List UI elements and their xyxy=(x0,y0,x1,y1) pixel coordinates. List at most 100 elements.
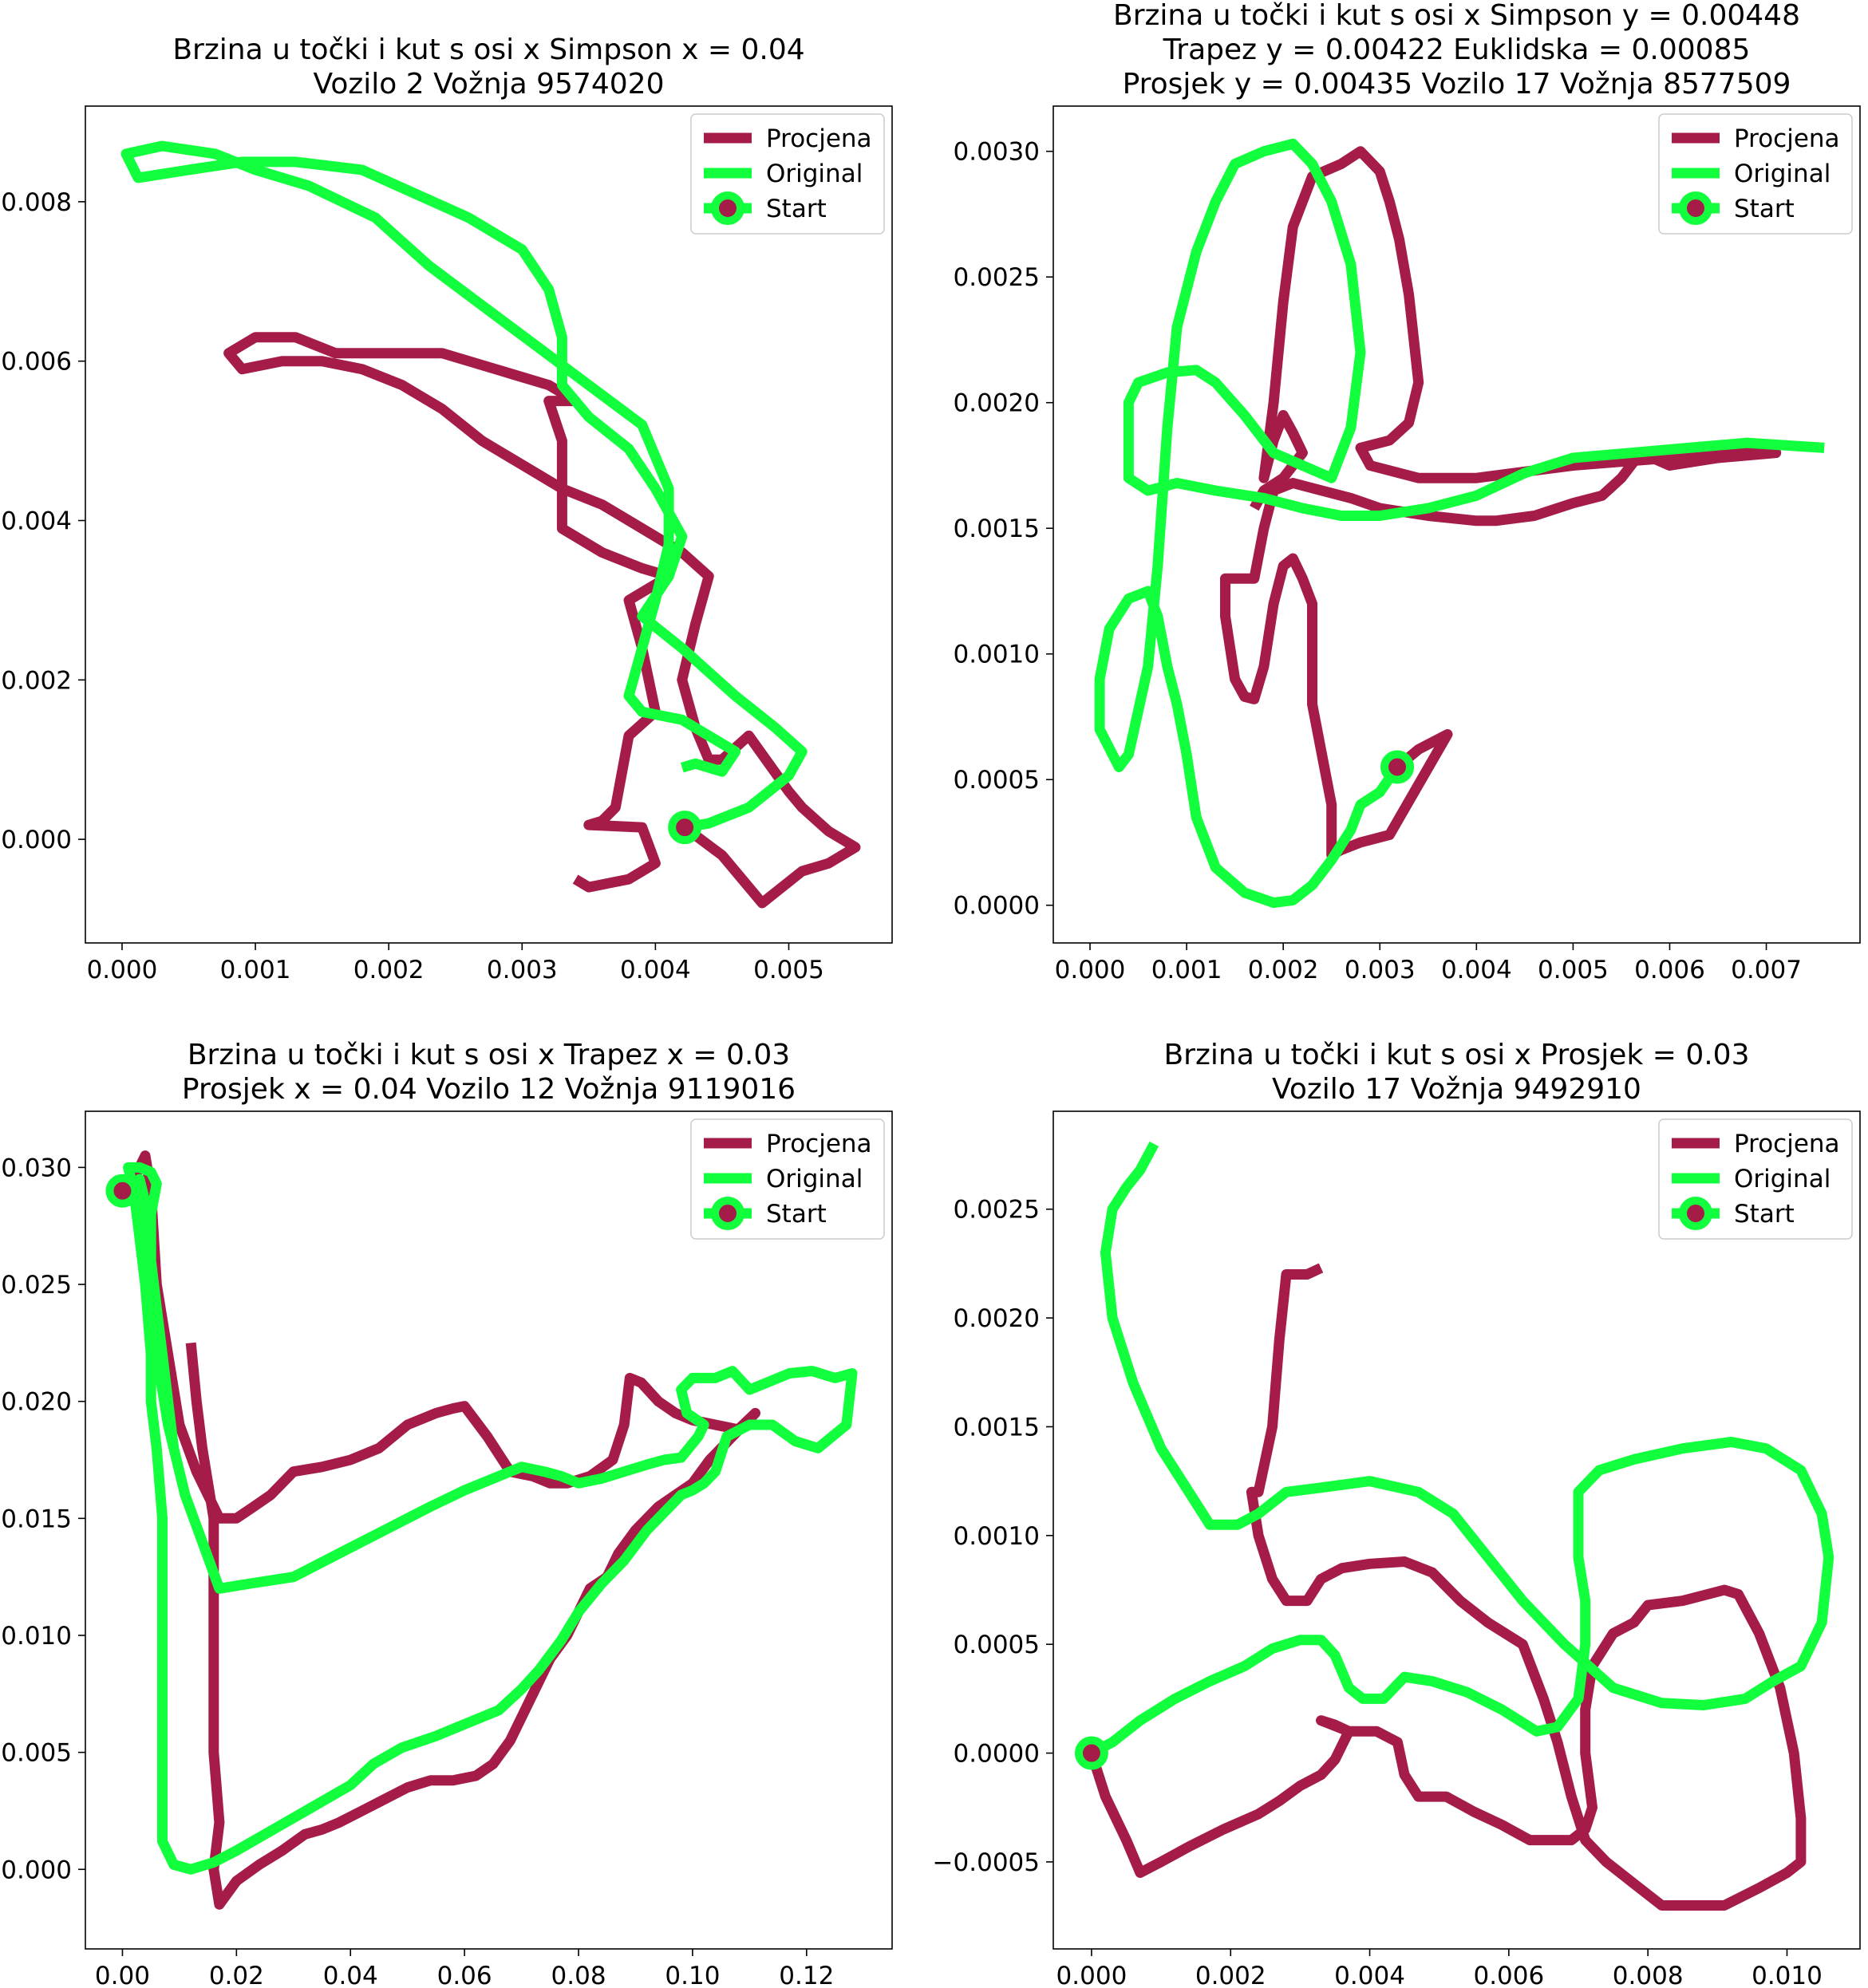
legend: Procjena Original Start xyxy=(1658,1118,1853,1240)
series-procjena-line xyxy=(223,332,861,909)
y-tick-label: 0.0000 xyxy=(954,1740,1040,1769)
x-tick-label: 0.04 xyxy=(323,1962,378,1988)
x-tick-label: 0.003 xyxy=(487,956,558,984)
chart-title-line: Prosjek y = 0.00435 Vozilo 17 Vožnja 857… xyxy=(1123,68,1791,101)
x-tick-label: 0.000 xyxy=(1055,956,1126,984)
y-tick-label: 0.004 xyxy=(1,507,72,536)
chart-panel-2: Brzina u točki i kut s osi x Simpson y =… xyxy=(954,0,1861,984)
x-tick-label: 0.007 xyxy=(1731,956,1802,984)
legend: Procjena Original Start xyxy=(1658,113,1853,235)
x-tick-label: 0.004 xyxy=(1441,956,1512,984)
y-tick-label: 0.000 xyxy=(1,1856,72,1884)
legend-start-marker xyxy=(1679,191,1712,225)
y-tick-label: 0.006 xyxy=(1,348,72,377)
y-tick-label: 0.010 xyxy=(1,1622,72,1651)
x-tick-label: 0.004 xyxy=(620,956,691,984)
chart-title-line: Brzina u točki i kut s osi x Simpson y =… xyxy=(1113,0,1800,32)
start-marker xyxy=(1074,1736,1108,1770)
legend-label-original: Original xyxy=(766,1165,863,1193)
axes-frame xyxy=(1052,1110,1861,1950)
legend-label-start: Start xyxy=(766,195,827,223)
plot-area xyxy=(120,140,861,909)
y-tick-label: 0.0005 xyxy=(954,1631,1040,1659)
chart-title-line: Brzina u točki i kut s osi x Trapez x = … xyxy=(188,1039,790,1071)
x-tick-label: 0.003 xyxy=(1345,956,1416,984)
legend-label-original: Original xyxy=(1734,160,1830,188)
x-tick-label: 0.010 xyxy=(1751,1962,1823,1988)
x-tick-label: 0.002 xyxy=(353,956,425,984)
y-tick-label: 0.0010 xyxy=(954,641,1040,669)
x-tick-label: 0.001 xyxy=(1151,956,1222,984)
y-tick-label: 0.0020 xyxy=(954,1304,1040,1333)
x-tick-label: 0.005 xyxy=(1538,956,1609,984)
y-tick-label: 0.030 xyxy=(1,1154,72,1182)
y-tick-label: −0.0005 xyxy=(933,1848,1040,1877)
y-tick-label: 0.0005 xyxy=(954,766,1040,795)
x-tick-label: 0.10 xyxy=(665,1962,720,1988)
chart-title: Brzina u točki i kut s osi x Simpson x =… xyxy=(172,34,804,101)
y-tick-label: 0.020 xyxy=(1,1388,72,1417)
chart-panel-3: Brzina u točki i kut s osi x Trapez x = … xyxy=(1,1039,893,1988)
legend-label-procjena: Procjena xyxy=(766,1130,872,1158)
axes-frame xyxy=(85,1110,893,1950)
legend-start-marker xyxy=(711,1197,744,1230)
series-original-line xyxy=(1088,1141,1834,1758)
chart-title-line: Brzina u točki i kut s osi x Prosjek = 0… xyxy=(1163,1039,1749,1071)
legend-label-start: Start xyxy=(766,1200,827,1229)
x-tick-label: 0.00 xyxy=(95,1962,150,1988)
plot-area xyxy=(105,1150,858,1910)
legend-label-procjena: Procjena xyxy=(1734,1130,1840,1158)
start-marker xyxy=(105,1173,140,1208)
y-tick-label: 0.008 xyxy=(1,188,72,217)
legend-label-start: Start xyxy=(1734,195,1795,223)
y-tick-label: 0.0030 xyxy=(954,138,1040,167)
x-tick-label: 0.005 xyxy=(753,956,824,984)
chart-title: Brzina u točki i kut s osi x Prosjek = 0… xyxy=(1163,1039,1749,1106)
y-tick-label: 0.0025 xyxy=(954,1196,1040,1225)
legend-label-procjena: Procjena xyxy=(766,124,872,153)
axes-frame xyxy=(85,105,893,944)
series-procjena-line xyxy=(118,1150,760,1910)
x-tick-label: 0.02 xyxy=(209,1962,264,1988)
plot-area xyxy=(1094,138,1825,909)
legend-label-procjena: Procjena xyxy=(1734,124,1840,153)
legend: Procjena Original Start xyxy=(690,1118,885,1240)
chart-title-line: Vozilo 2 Vožnja 9574020 xyxy=(314,68,665,101)
y-tick-label: 0.0015 xyxy=(954,515,1040,543)
y-tick-label: 0.0020 xyxy=(954,389,1040,418)
chart-title-line: Vozilo 17 Vožnja 9492910 xyxy=(1272,1073,1641,1106)
x-tick-label: 0.12 xyxy=(779,1962,834,1988)
chart-title-line: Brzina u točki i kut s osi x Simpson x =… xyxy=(172,34,804,66)
series-original-line xyxy=(1094,138,1825,909)
y-tick-label: 0.0015 xyxy=(954,1413,1040,1442)
legend-start-marker xyxy=(711,191,744,225)
x-tick-label: 0.06 xyxy=(437,1962,492,1988)
y-tick-label: 0.000 xyxy=(1,826,72,854)
legend: Procjena Original Start xyxy=(690,113,885,235)
legend-start-marker xyxy=(1679,1197,1712,1230)
x-tick-label: 0.08 xyxy=(551,1962,606,1988)
chart-title: Brzina u točki i kut s osi x Trapez x = … xyxy=(182,1039,796,1106)
start-marker xyxy=(1380,750,1415,784)
y-tick-label: 0.005 xyxy=(1,1739,72,1768)
series-original-line xyxy=(119,1162,858,1875)
y-tick-label: 0.0000 xyxy=(954,892,1040,921)
series-original-line xyxy=(120,140,808,833)
x-tick-label: 0.002 xyxy=(1248,956,1319,984)
x-tick-label: 0.006 xyxy=(1473,1962,1544,1988)
chart-panel-4: Brzina u točki i kut s osi x Prosjek = 0… xyxy=(933,1039,1861,1988)
plot-area xyxy=(1074,1141,1834,1911)
y-tick-label: 0.015 xyxy=(1,1505,72,1533)
x-tick-label: 0.004 xyxy=(1334,1962,1405,1988)
x-tick-label: 0.008 xyxy=(1613,1962,1684,1988)
chart-title: Brzina u točki i kut s osi x Simpson y =… xyxy=(1113,0,1800,101)
axes-frame xyxy=(1052,105,1861,944)
y-tick-label: 0.002 xyxy=(1,666,72,695)
chart-title-line: Prosjek x = 0.04 Vozilo 12 Vožnja 911901… xyxy=(182,1073,796,1106)
chart-panel-1: Brzina u točki i kut s osi x Simpson x =… xyxy=(1,34,893,984)
x-tick-label: 0.000 xyxy=(1056,1962,1128,1988)
y-tick-label: 0.0025 xyxy=(954,263,1040,292)
x-tick-label: 0.001 xyxy=(220,956,291,984)
x-tick-label: 0.002 xyxy=(1195,1962,1266,1988)
